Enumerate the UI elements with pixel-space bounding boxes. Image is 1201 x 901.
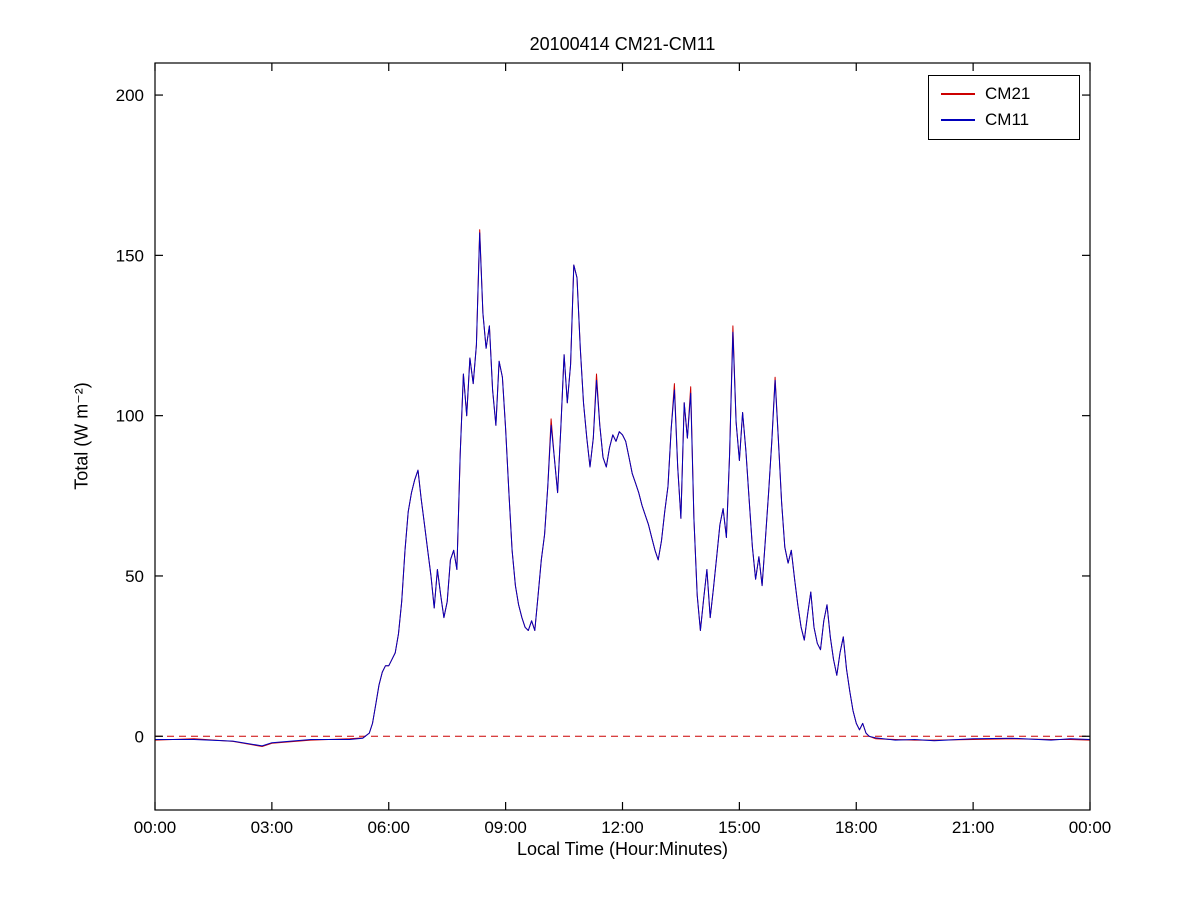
x-axis-label: Local Time (Hour:Minutes) (516, 839, 729, 859)
x-tick-label: 12:00 (601, 818, 644, 837)
legend-label-cm11: CM11 (985, 110, 1030, 129)
y-tick-label: 150 (116, 246, 144, 265)
x-tick-label: 03:00 (251, 818, 294, 837)
x-tick-label: 09:00 (484, 818, 527, 837)
y-tick-label: 200 (116, 86, 144, 105)
series-line-cm11 (155, 232, 1091, 747)
y-tick-label: 100 (116, 407, 144, 426)
x-tick-label: 06:00 (367, 818, 410, 837)
y-axis-label: Total (W m⁻²) (71, 382, 92, 490)
legend-label-cm21: CM21 (985, 84, 1031, 103)
x-tick-label: 18:00 (835, 818, 878, 837)
x-tick-label: 21:00 (952, 818, 995, 837)
axes-box (154, 62, 1091, 811)
chart-title: 20100414 CM21-CM11 (529, 34, 716, 54)
legend-line-cm21 (941, 93, 975, 95)
legend-line-cm11 (941, 119, 975, 121)
legend: CM21 CM11 (928, 75, 1080, 140)
y-tick-label: 0 (135, 727, 144, 746)
series-line-cm21 (154, 229, 1091, 747)
x-tick-label: 15:00 (718, 818, 761, 837)
legend-entry-cm11: CM11 (929, 107, 1079, 133)
x-tick-label: 00:00 (1069, 818, 1112, 837)
x-tick-label: 00:00 (134, 818, 177, 837)
y-tick-label: 50 (125, 567, 144, 586)
legend-entry-cm21: CM21 (929, 81, 1079, 107)
